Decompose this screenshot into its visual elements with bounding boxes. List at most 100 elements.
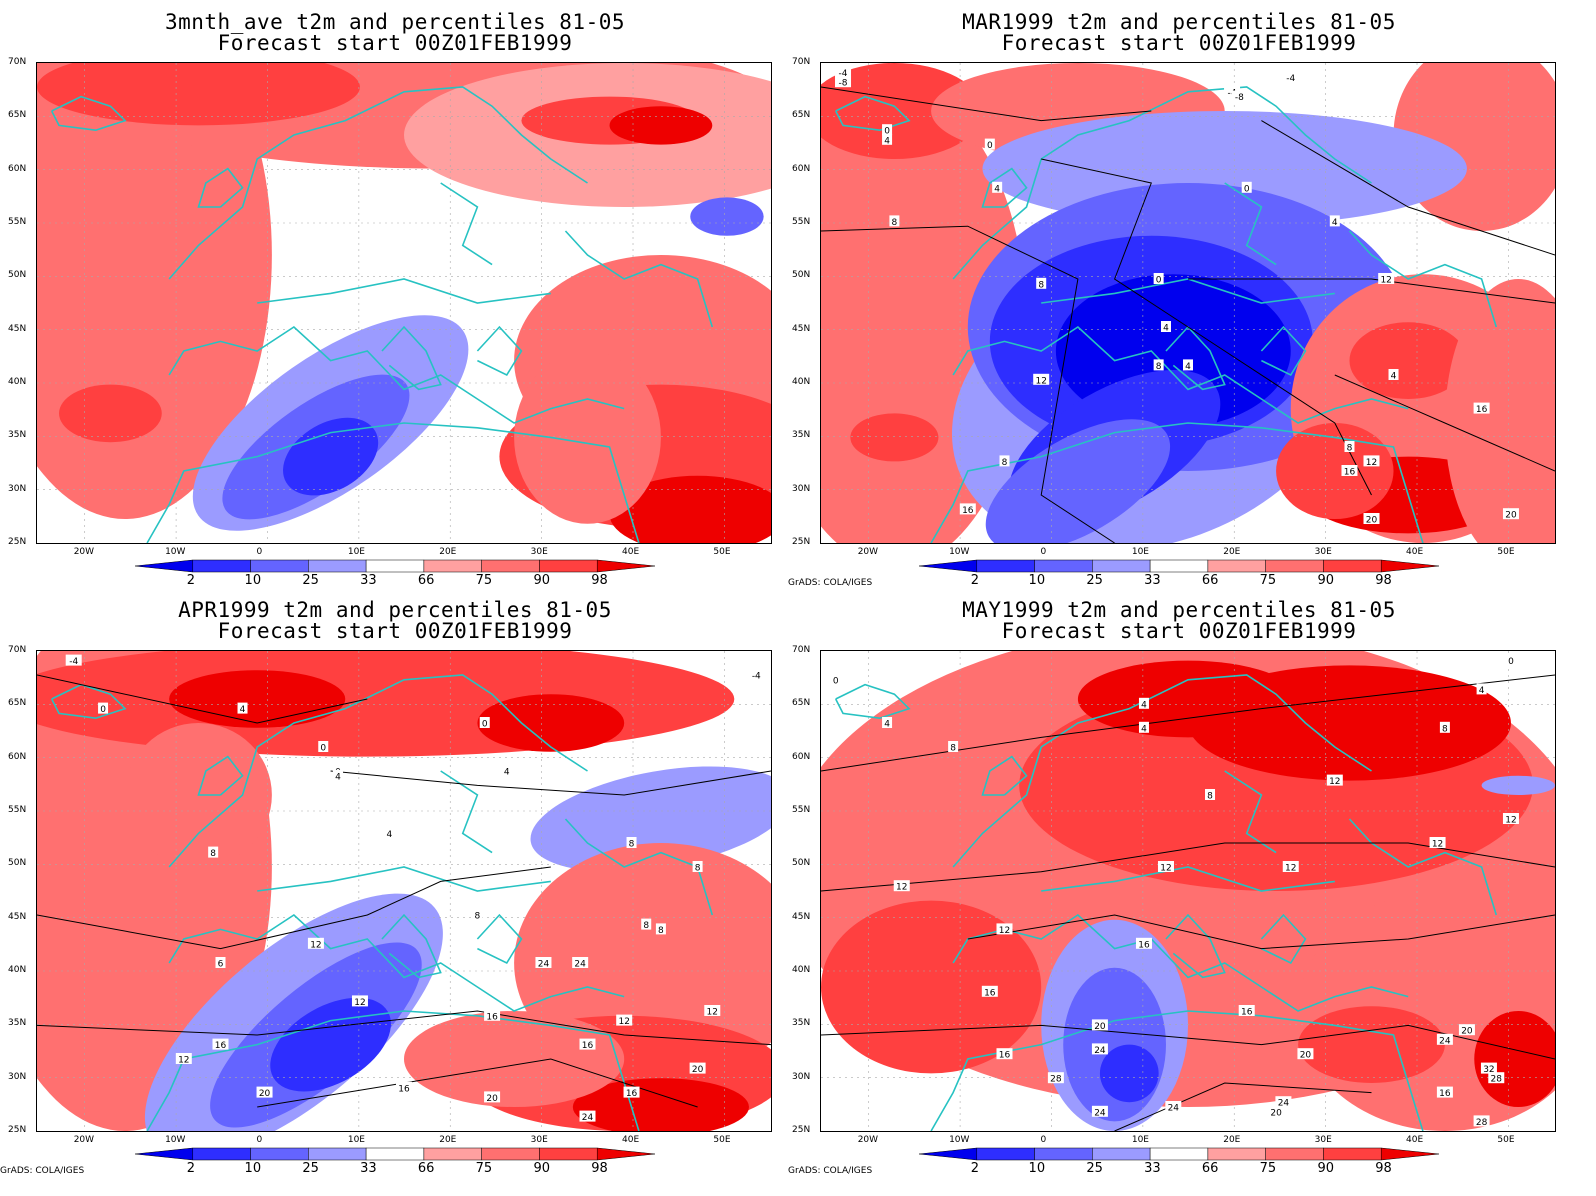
svg-text:12: 12 [1380, 276, 1391, 286]
lat-tick-label: 60N [8, 751, 27, 762]
contour-label: 0 [1153, 273, 1164, 286]
lon-tick-label: 30E [1314, 1135, 1332, 1145]
coastline [1348, 230, 1498, 328]
contour-label: 20 [1297, 1048, 1314, 1061]
contour-label: 20 [1268, 1105, 1285, 1118]
lon-tick-label: 10E [1131, 547, 1149, 557]
svg-text:-8: -8 [1235, 93, 1244, 103]
colorbar-label: 98 [1375, 573, 1392, 588]
panel-title: MAR1999 t2m and percentiles 81-05 [962, 10, 1396, 34]
colorbar-label: 90 [533, 573, 550, 588]
contour-label: 16 [396, 1081, 412, 1094]
lon-tick-label: 20E [1223, 1135, 1241, 1145]
contour-label: 16 [1238, 1005, 1255, 1018]
colorbar-segment [539, 559, 598, 573]
contour-label: -4 [835, 66, 852, 79]
colorbar-segment [1265, 1147, 1324, 1161]
lon-tick-label: 20E [1223, 547, 1241, 557]
lon-tick-label: 20E [439, 547, 457, 557]
colorbar-segment [365, 559, 425, 573]
lat-tick-label: 30N [8, 483, 27, 494]
map-panel-3month: 3mnth_ave t2m and percentiles 81-05 Fore… [0, 0, 790, 590]
svg-text:8: 8 [1002, 458, 1008, 468]
svg-text:8: 8 [695, 864, 701, 874]
percentile-shading-area [1099, 1044, 1159, 1103]
contour-label: 8 [1205, 789, 1216, 802]
panel-title: APR1999 t2m and percentiles 81-05 [178, 598, 612, 622]
contour-label: 0 [1241, 181, 1252, 194]
svg-text:16: 16 [1241, 1008, 1253, 1018]
svg-text:12: 12 [707, 1008, 718, 1018]
svg-text:0: 0 [1508, 657, 1514, 667]
svg-text:12: 12 [1505, 816, 1516, 826]
contour-label: 4 [237, 702, 248, 715]
contour-label: -4 [65, 654, 82, 667]
contour-label: 8 [889, 215, 900, 228]
lon-tick-label: 10E [347, 1135, 365, 1145]
contour-label: 8 [1439, 721, 1450, 734]
temperature-contour [821, 225, 1115, 543]
colorbar-segment [596, 1147, 656, 1161]
svg-text:16: 16 [1476, 405, 1488, 415]
colorbar-label: 10 [244, 1161, 262, 1176]
colorbar-segment [918, 559, 978, 573]
svg-text:4: 4 [240, 705, 246, 715]
contour-label: 0 [318, 741, 329, 754]
contour-label: 8 [999, 455, 1010, 468]
svg-text:4: 4 [1141, 724, 1147, 734]
temperature-contour [257, 1058, 698, 1108]
contour-label: 12 [616, 1014, 633, 1027]
svg-text:8: 8 [1038, 280, 1044, 290]
svg-text:12: 12 [1285, 864, 1296, 874]
svg-text:12: 12 [618, 1017, 629, 1027]
lon-tick-label: 40E [622, 547, 640, 557]
contour-label: 0 [882, 124, 893, 137]
contour-label: 24 [1091, 1105, 1108, 1118]
percentile-shading-area [821, 63, 983, 159]
svg-text:20: 20 [486, 1094, 498, 1104]
contour-label: 8 [655, 923, 666, 936]
colorbar-label: 75 [1259, 1161, 1277, 1176]
svg-text:28: 28 [1491, 1075, 1503, 1085]
colorbar-label: 66 [417, 573, 435, 588]
svg-text:12: 12 [1035, 376, 1046, 386]
coastline [564, 230, 714, 328]
temperature-contour [37, 866, 551, 950]
contour-label: -4 [748, 669, 765, 682]
svg-text:4: 4 [1479, 686, 1485, 696]
percentile-shading-area [283, 417, 379, 496]
contour-label: 12 [1282, 861, 1299, 874]
temperature-contour [330, 770, 771, 796]
svg-text:16: 16 [1439, 1089, 1451, 1099]
coastline [476, 325, 523, 377]
map-canvas: -4-8048048-44048128121604481216201620-8-… [821, 63, 1555, 543]
temperature-contour [821, 1024, 1555, 1060]
contour-label: 12 [175, 1053, 192, 1066]
contour-label: 12 [1033, 373, 1050, 386]
temperature-contour [821, 86, 1152, 122]
contour-label: 0 [98, 702, 109, 715]
contour-label: 20 [1502, 508, 1519, 521]
contour-label: 16 [996, 1048, 1013, 1061]
map-canvas: -404004048488612881216121612162020241612… [37, 651, 771, 1131]
colorbar-label: 98 [591, 573, 608, 588]
colorbar-segment [596, 559, 656, 573]
percentile-shading-area [477, 694, 625, 752]
lat-tick-label: 50N [8, 270, 27, 281]
contour-label: -8 [1231, 90, 1248, 103]
contour-label: 16 [959, 503, 976, 516]
lon-tick-label: 10W [165, 1135, 186, 1145]
lon-tick-label: 10E [1131, 1135, 1149, 1145]
colorbar-segment [1034, 559, 1093, 573]
lat-tick-label: 30N [8, 1071, 27, 1082]
colorbar-segment [1149, 559, 1209, 573]
contour-label: 0 [1505, 654, 1516, 667]
svg-text:16: 16 [984, 988, 996, 998]
contour-label: 4 [882, 133, 893, 146]
coastline [168, 86, 588, 280]
svg-text:20: 20 [259, 1089, 271, 1099]
svg-text:16: 16 [1138, 940, 1150, 950]
svg-text:16: 16 [626, 1089, 638, 1099]
colorbar-segment [308, 1147, 367, 1161]
colorbar-label: 2 [970, 573, 980, 588]
